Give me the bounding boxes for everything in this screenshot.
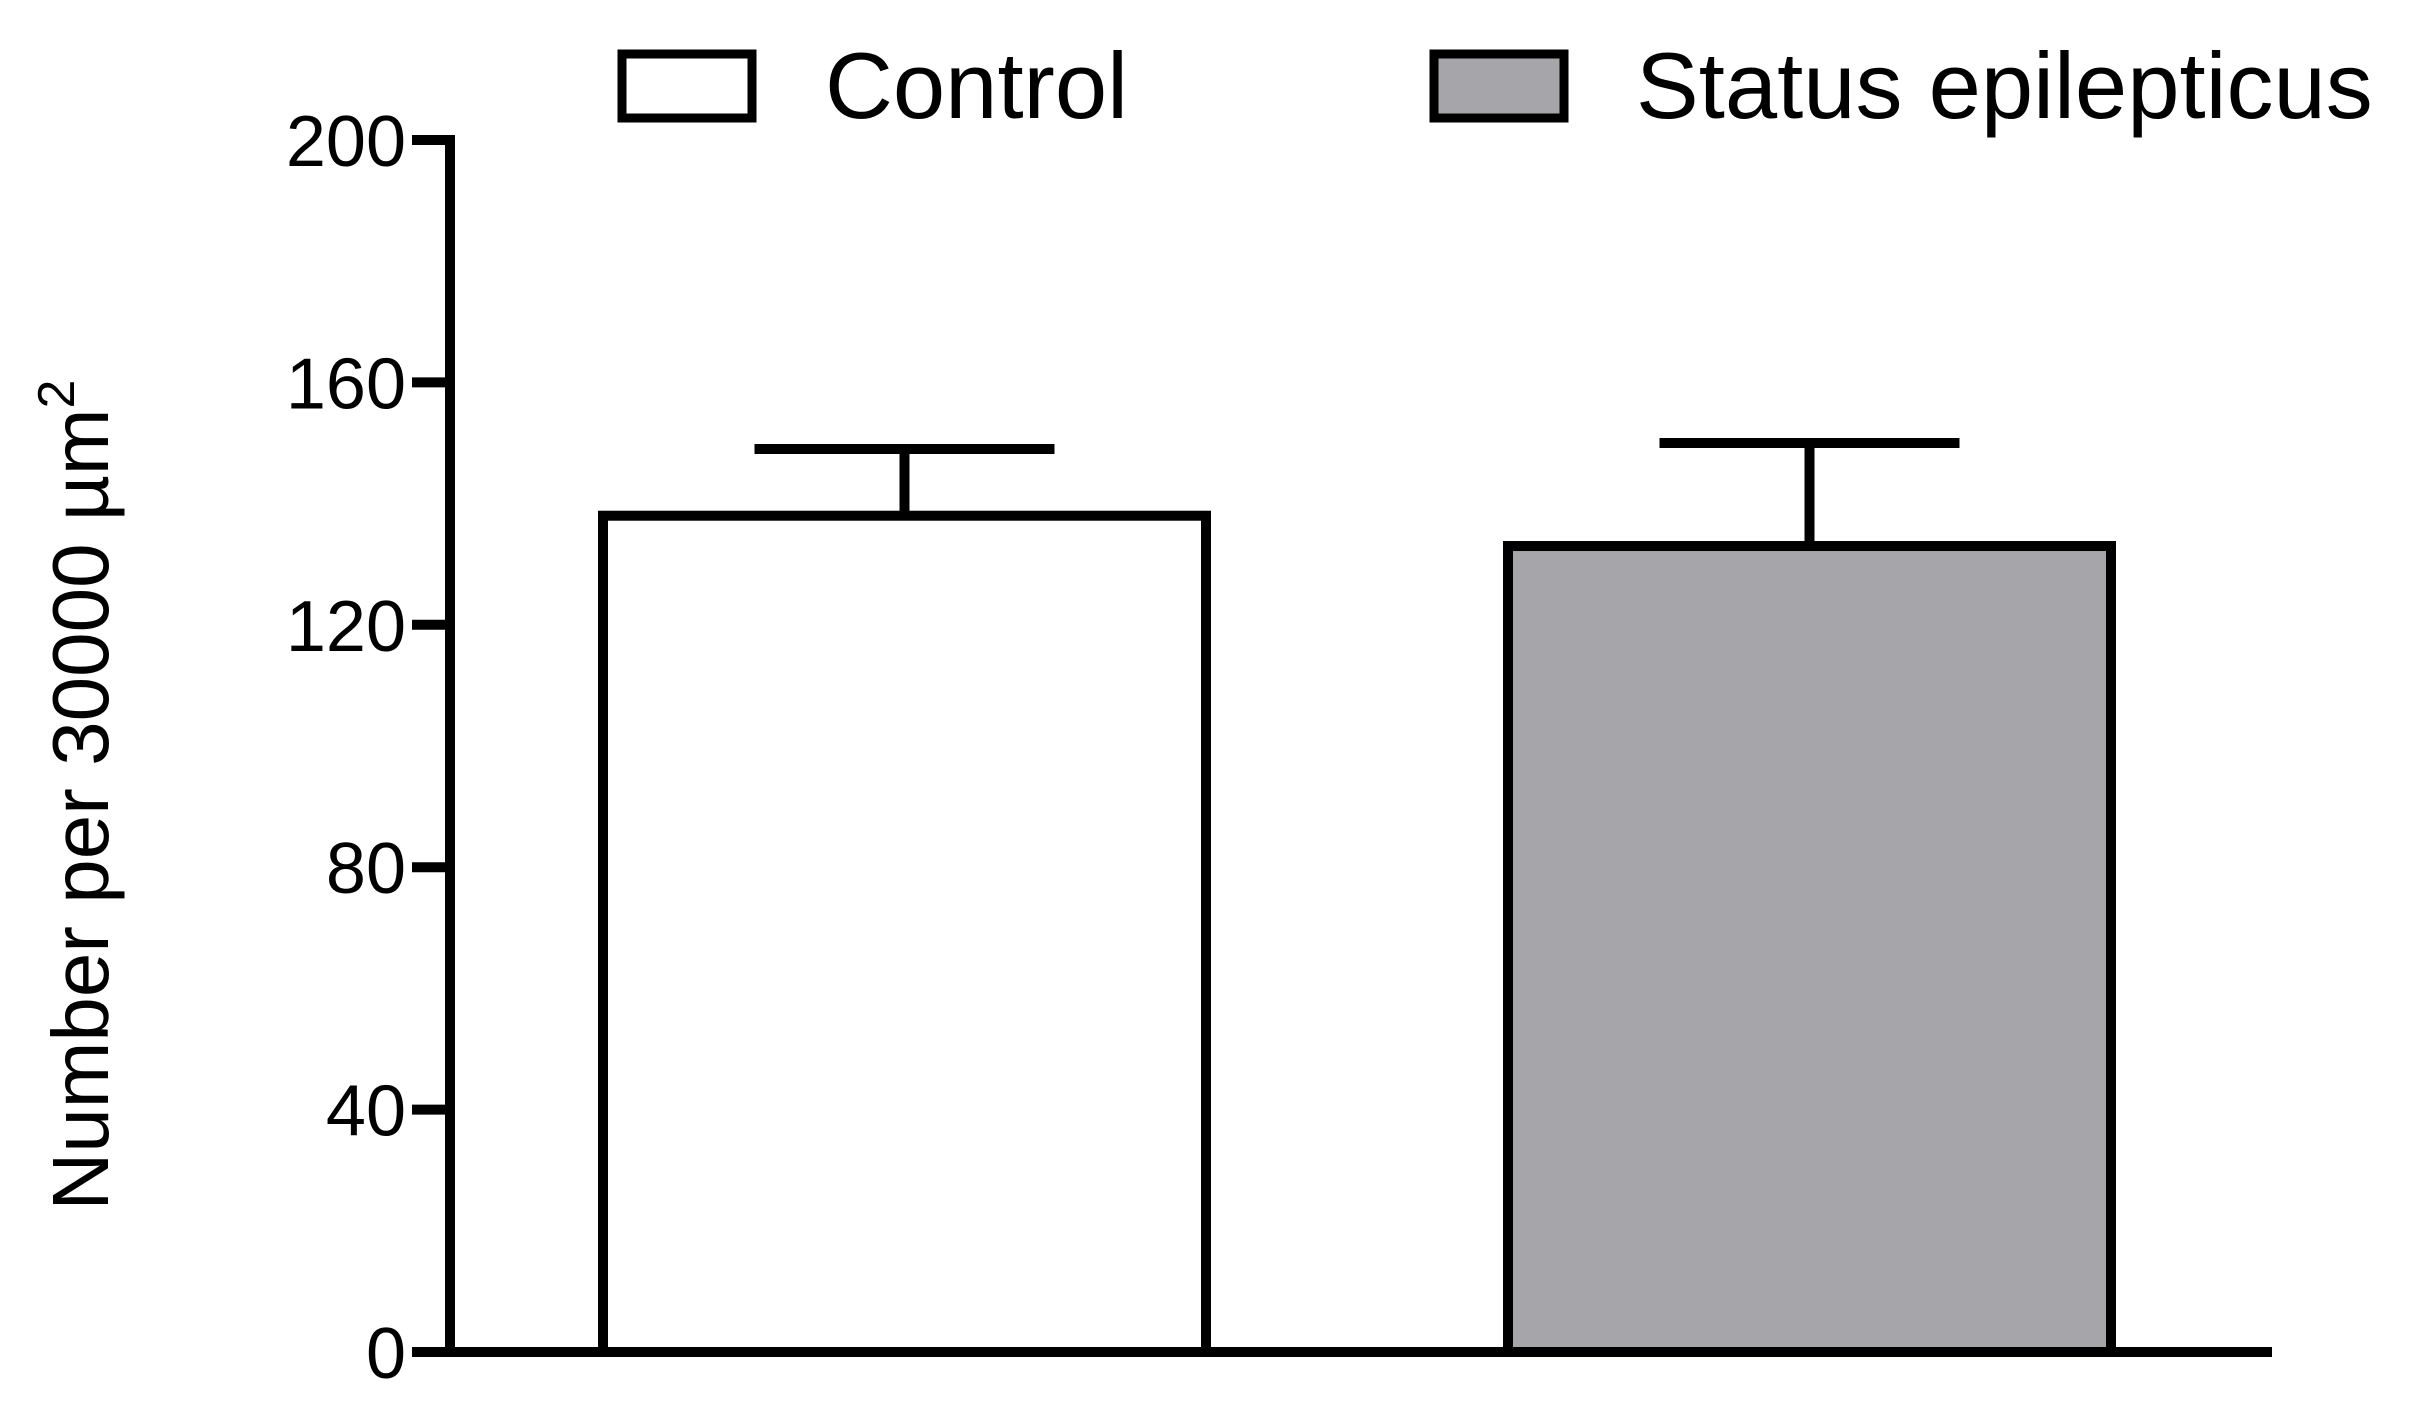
legend-swatch-0 xyxy=(617,49,757,123)
error-bars xyxy=(754,438,1960,547)
legend-label-1: Status epilepticus xyxy=(1636,33,2373,138)
bars xyxy=(598,510,2116,1357)
y-axis-title-main: Number per 30000 µm xyxy=(36,408,125,1210)
y-tick-label-3: 120 xyxy=(286,587,406,667)
legend-swatch-1 xyxy=(1429,49,1569,123)
y-tick-label-0: 0 xyxy=(366,1314,406,1394)
legend-label-0: Control xyxy=(825,33,1128,138)
axes: 0 40 80 120 160 200 xyxy=(286,102,2272,1394)
bar-1 xyxy=(1503,541,2116,1357)
y-tick-label-2: 80 xyxy=(326,829,406,909)
y-tick-label-4: 160 xyxy=(286,344,406,424)
y-tick-label-5: 200 xyxy=(286,102,406,182)
y-tick-label-1: 40 xyxy=(326,1072,406,1152)
y-axis-title-superscript: 2 xyxy=(28,380,86,409)
legend: Control Status epilepticus xyxy=(617,33,2373,138)
y-axis-title: Number per 30000 µm2 xyxy=(28,380,125,1211)
bar-0 xyxy=(598,510,1211,1357)
